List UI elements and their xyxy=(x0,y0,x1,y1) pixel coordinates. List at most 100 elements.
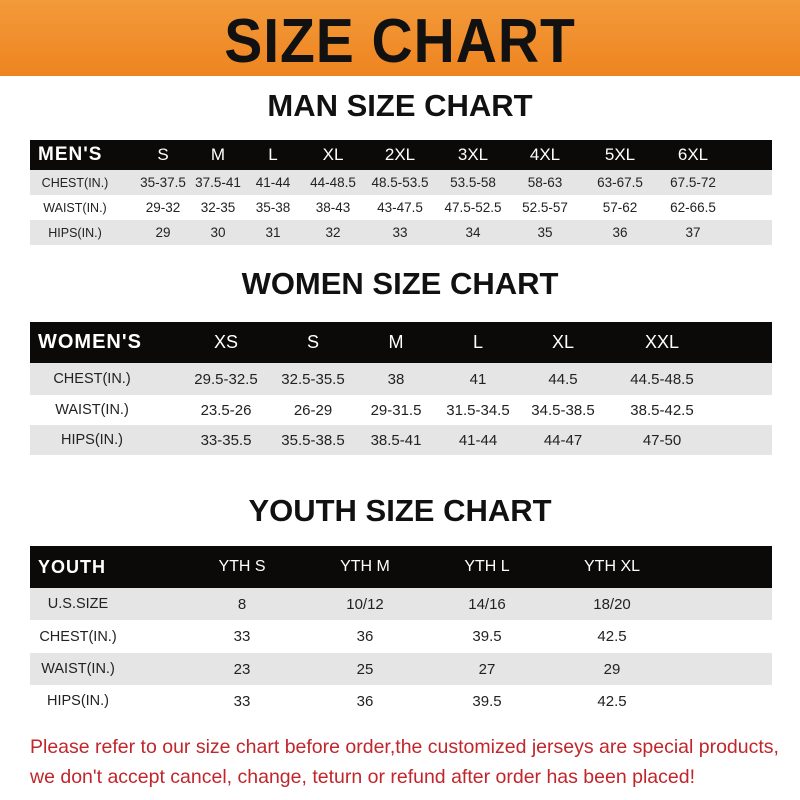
table-cell: 67.5-72 xyxy=(670,175,716,190)
table-cell: 10/12 xyxy=(346,595,384,613)
size-column-header: 2XL xyxy=(384,145,416,164)
table-cell: 41-44 xyxy=(458,431,498,449)
table-cell: 27 xyxy=(478,660,496,678)
size-column-header: L xyxy=(268,145,278,164)
table-cell: 39.5 xyxy=(472,692,502,710)
table-header-row: WOMEN'S XS S M L XL XXL xyxy=(30,322,772,363)
table-cell: 29-31.5 xyxy=(370,401,422,419)
size-column-header: S xyxy=(157,145,169,164)
table-cell: 47-50 xyxy=(642,431,682,449)
table-cell: 44-47 xyxy=(543,431,583,449)
size-column-header: M xyxy=(210,145,226,164)
measurement-label: WAIST(IN.) xyxy=(55,402,129,418)
table-category-label: MEN'S xyxy=(38,144,103,165)
measurement-label: HIPS(IN.) xyxy=(46,693,110,709)
size-column-header: L xyxy=(472,332,484,352)
size-column-header: 3XL xyxy=(457,145,489,164)
table-header-row: YOUTH YTH S YTH M YTH L YTH XL xyxy=(30,546,772,588)
table-cell: 33 xyxy=(392,225,408,240)
table-cell: 26-29 xyxy=(293,401,333,419)
table-cell: 38-43 xyxy=(315,200,351,215)
table-row: WAIST(IN.) 23 25 27 29 xyxy=(30,653,772,685)
table-cell: 42.5 xyxy=(597,628,627,645)
table-cell: 62-66.5 xyxy=(670,200,716,215)
table-cell: 35.5-38.5 xyxy=(281,431,345,449)
size-column-header: 4XL xyxy=(529,145,561,164)
table-cell: 36 xyxy=(356,692,374,710)
table-cell: 44.5-48.5 xyxy=(630,370,694,388)
table-row: HIPS(IN.) 33-35.5 35.5-38.5 38.5-41 41-44 44-… xyxy=(30,425,772,455)
measurement-label: U.S.SIZE xyxy=(47,596,109,612)
table-row: HIPS(IN.) 33 36 39.5 42.5 xyxy=(30,685,772,717)
table-cell: 36 xyxy=(356,628,374,645)
table-cell: 53.5-58 xyxy=(450,175,496,190)
table-cell: 36 xyxy=(612,225,628,240)
table-cell: 34 xyxy=(465,225,481,240)
table-row: WAIST(IN.) 29-32 32-35 35-38 38-43 43-47.5 47.… xyxy=(30,195,772,220)
table-cell: 41-44 xyxy=(255,175,291,190)
table-row: WAIST(IN.) 23.5-26 26-29 29-31.5 31.5-34.5 34… xyxy=(30,395,772,425)
measurement-label: WAIST(IN.) xyxy=(41,661,115,677)
banner-title: SIZE CHART xyxy=(224,7,576,76)
table-header-row: MEN'S S M L XL 2XL 3XL 4XL 5XL 6XL xyxy=(30,140,772,170)
measurement-label: HIPS(IN.) xyxy=(60,432,124,448)
table-cell: 29 xyxy=(603,660,621,678)
table-cell: 29.5-32.5 xyxy=(194,370,258,388)
table-cell: 44.5 xyxy=(548,370,578,388)
size-column-header: YTH S xyxy=(218,558,266,575)
table-category-label: WOMEN'S xyxy=(38,331,142,353)
table-cell: 32-35 xyxy=(200,200,236,215)
table-cell: 38.5-41 xyxy=(370,431,422,449)
size-column-header: YTH XL xyxy=(583,558,641,575)
table-cell: 57-62 xyxy=(602,200,638,215)
women-title: WOMEN SIZE CHART xyxy=(241,266,559,301)
table-cell: 41 xyxy=(469,370,487,388)
measurement-label: CHEST(IN.) xyxy=(39,628,117,645)
size-column-header: XXL xyxy=(644,332,680,352)
size-column-header: YTH M xyxy=(340,558,390,575)
note-line-2: we don't accept cancel, change, teturn o… xyxy=(30,766,695,788)
table-cell: 25 xyxy=(356,660,374,678)
size-column-header: XL xyxy=(551,332,575,352)
table-cell: 32 xyxy=(325,225,341,240)
table-cell: 31 xyxy=(265,225,281,240)
table-cell: 58-63 xyxy=(527,175,563,190)
table-row: CHEST(IN.) 33 36 39.5 42.5 xyxy=(30,620,772,653)
size-column-header: S xyxy=(306,332,320,352)
table-cell: 43-47.5 xyxy=(377,200,423,215)
table-cell: 44-48.5 xyxy=(310,175,356,190)
table-cell: 18/20 xyxy=(593,595,631,613)
table-cell: 37.5-41 xyxy=(195,175,241,190)
table-cell: 38.5-42.5 xyxy=(630,401,694,419)
table-cell: 8 xyxy=(237,595,247,613)
table-cell: 33 xyxy=(233,692,251,710)
table-cell: 39.5 xyxy=(472,628,502,645)
table-cell: 23.5-26 xyxy=(200,401,252,419)
table-cell: 29-32 xyxy=(145,200,181,215)
size-column-header: 5XL xyxy=(604,145,636,164)
table-category-label: YOUTH xyxy=(38,556,106,577)
table-cell: 37 xyxy=(685,225,701,240)
size-column-header: M xyxy=(388,332,404,352)
banner: SIZE CHART xyxy=(0,0,800,76)
size-column-header: XL xyxy=(322,145,344,164)
table-row: CHEST(IN.) 29.5-32.5 32.5-35.5 38 41 44.5 44.5… xyxy=(30,363,772,395)
table-cell: 47.5-52.5 xyxy=(444,200,502,215)
table-cell: 35 xyxy=(537,225,553,240)
table-row: U.S.SIZE 8 10/12 14/16 18/20 xyxy=(30,588,772,620)
size-column-header: YTH L xyxy=(464,558,510,575)
table-cell: 29 xyxy=(155,225,171,240)
table-row: HIPS(IN.) 29 30 31 32 33 34 35 36 37 xyxy=(30,220,772,245)
size-column-header: XS xyxy=(213,332,239,352)
table-cell: 38 xyxy=(387,370,405,388)
size-column-header: 6XL xyxy=(677,145,709,164)
table-cell: 33-35.5 xyxy=(200,431,252,449)
table-cell: 35-38 xyxy=(255,200,291,215)
table-cell: 52.5-57 xyxy=(522,200,568,215)
table-cell: 23 xyxy=(233,660,251,678)
measurement-label: CHEST(IN.) xyxy=(41,175,109,190)
table-cell: 42.5 xyxy=(597,692,627,710)
table-cell: 63-67.5 xyxy=(597,175,643,190)
table-cell: 31.5-34.5 xyxy=(446,401,510,419)
men-title: MAN SIZE CHART xyxy=(267,88,533,123)
